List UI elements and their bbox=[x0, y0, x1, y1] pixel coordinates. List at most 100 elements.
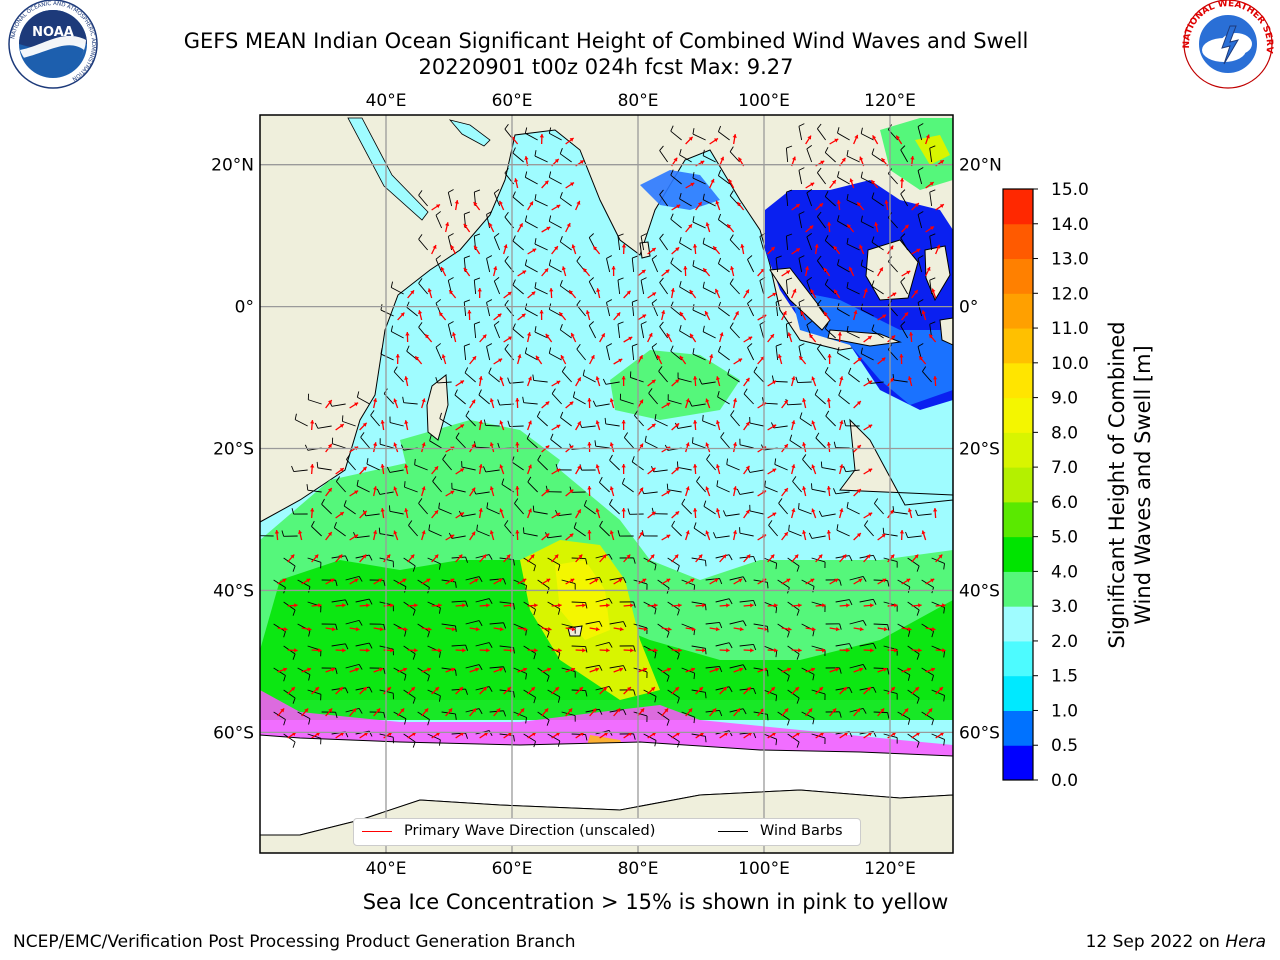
wave-arrow bbox=[925, 134, 930, 145]
wind-barb bbox=[775, 299, 782, 317]
wave-arrow bbox=[335, 731, 345, 739]
wind-barb bbox=[643, 557, 657, 571]
wave-arrow bbox=[695, 731, 705, 739]
wave-arrow bbox=[767, 686, 776, 695]
wind-barb bbox=[418, 498, 428, 515]
wave-arrow bbox=[901, 311, 909, 321]
wave-arrow bbox=[685, 398, 690, 409]
wave-arrow bbox=[623, 648, 634, 653]
wave-arrow bbox=[621, 507, 626, 519]
wind-barb bbox=[534, 282, 548, 295]
wind-barb bbox=[489, 622, 507, 629]
wave-arrow bbox=[311, 686, 320, 695]
wave-arrow bbox=[757, 356, 765, 365]
wind-barb bbox=[846, 501, 860, 515]
wind-barb bbox=[785, 321, 793, 339]
wave-arrow bbox=[853, 134, 859, 145]
wave-arrow bbox=[848, 266, 855, 277]
wave-arrow bbox=[715, 420, 721, 431]
wind-barb bbox=[787, 733, 800, 748]
wind-barb bbox=[768, 520, 778, 537]
wave-arrow bbox=[421, 626, 432, 632]
wind-barb bbox=[455, 432, 466, 449]
wave-arrow bbox=[815, 731, 825, 739]
wave-arrow bbox=[647, 467, 656, 475]
wave-arrow bbox=[405, 331, 410, 343]
wave-arrow bbox=[325, 531, 333, 541]
wave-arrow bbox=[647, 731, 657, 739]
wave-arrow bbox=[301, 667, 312, 673]
wave-arrow bbox=[565, 182, 575, 189]
wave-arrow bbox=[431, 731, 441, 739]
wind-barb bbox=[609, 665, 627, 672]
wind-barb bbox=[493, 189, 501, 207]
wind-barb bbox=[631, 255, 639, 273]
wind-barb bbox=[478, 389, 490, 405]
wave-arrow bbox=[911, 248, 921, 255]
wave-arrow bbox=[802, 530, 807, 541]
map-gridlines bbox=[260, 115, 953, 853]
wave-arrow bbox=[719, 731, 729, 739]
colorbar: 0.0 0.5 1.0 1.5 2.0 3.0 4.0 5.0 6.0 7.0 8.0 9.0 10.0… bbox=[1002, 180, 1089, 791]
wind-barb bbox=[629, 371, 644, 383]
lat-labels-right: 20°N 0° 20°S 40°S 60°S bbox=[959, 156, 1002, 744]
wind-barb bbox=[659, 321, 669, 339]
colorbar-tick-label: 1.0 bbox=[1051, 701, 1078, 721]
wave-arrow bbox=[589, 578, 599, 585]
wave-arrow bbox=[517, 222, 524, 233]
wave-arrow bbox=[705, 486, 711, 497]
wind-barb bbox=[835, 643, 853, 650]
wind-barb bbox=[824, 323, 836, 339]
wave-arrow bbox=[887, 292, 897, 299]
wave-arrow bbox=[661, 310, 666, 321]
wind-barb bbox=[849, 707, 867, 714]
wind-barb bbox=[702, 414, 716, 427]
wind-barb bbox=[679, 149, 692, 163]
wind-barb bbox=[640, 321, 647, 339]
wave-arrow bbox=[839, 554, 847, 563]
wave-arrow bbox=[685, 578, 695, 585]
wave-arrow bbox=[479, 686, 488, 695]
colorbar-tick-label: 6.0 bbox=[1051, 493, 1078, 513]
wind-barb bbox=[571, 733, 588, 741]
wind-barb bbox=[403, 557, 416, 572]
wave-arrow bbox=[349, 578, 359, 585]
wave-arrow bbox=[393, 486, 399, 497]
wave-arrow bbox=[455, 511, 465, 519]
new-guinea bbox=[939, 317, 953, 346]
wave-arrow bbox=[712, 245, 721, 255]
wave-arrow bbox=[575, 509, 582, 519]
wind-barb bbox=[594, 440, 610, 449]
wave-arrow bbox=[901, 224, 910, 233]
wind-barb bbox=[702, 193, 716, 207]
wind-barb bbox=[617, 233, 624, 251]
wave-arrow bbox=[404, 376, 409, 387]
wave-arrow bbox=[515, 485, 520, 497]
wind-barb bbox=[929, 277, 936, 295]
wave-arrow bbox=[689, 289, 697, 299]
wave-arrow bbox=[393, 398, 399, 409]
wind-barb bbox=[729, 620, 747, 627]
wave-arrow bbox=[671, 510, 680, 519]
colorbar-tick-label: 10.0 bbox=[1051, 354, 1089, 374]
wind-barb bbox=[463, 299, 471, 317]
wave-arrow bbox=[908, 331, 914, 343]
wind-barb bbox=[451, 482, 466, 493]
wind-barb bbox=[921, 623, 934, 638]
legend-wave-label: Primary Wave Direction (unscaled) bbox=[404, 823, 656, 839]
wind-barb bbox=[696, 476, 706, 493]
wind-barb bbox=[548, 259, 562, 273]
colorbar-swatch bbox=[1003, 189, 1033, 225]
footer-date-text: 12 Sep 2022 on bbox=[1085, 932, 1226, 952]
wave-arrow bbox=[685, 223, 693, 233]
wave-arrow bbox=[811, 420, 817, 431]
wind-barb bbox=[739, 643, 757, 651]
wave-arrow bbox=[637, 626, 648, 632]
wind-barb bbox=[659, 189, 669, 207]
wind-barb bbox=[595, 685, 613, 692]
wave-arrow bbox=[887, 334, 896, 343]
wave-arrow bbox=[397, 626, 408, 632]
wave-arrow bbox=[541, 489, 550, 497]
wave-arrow bbox=[613, 667, 624, 673]
